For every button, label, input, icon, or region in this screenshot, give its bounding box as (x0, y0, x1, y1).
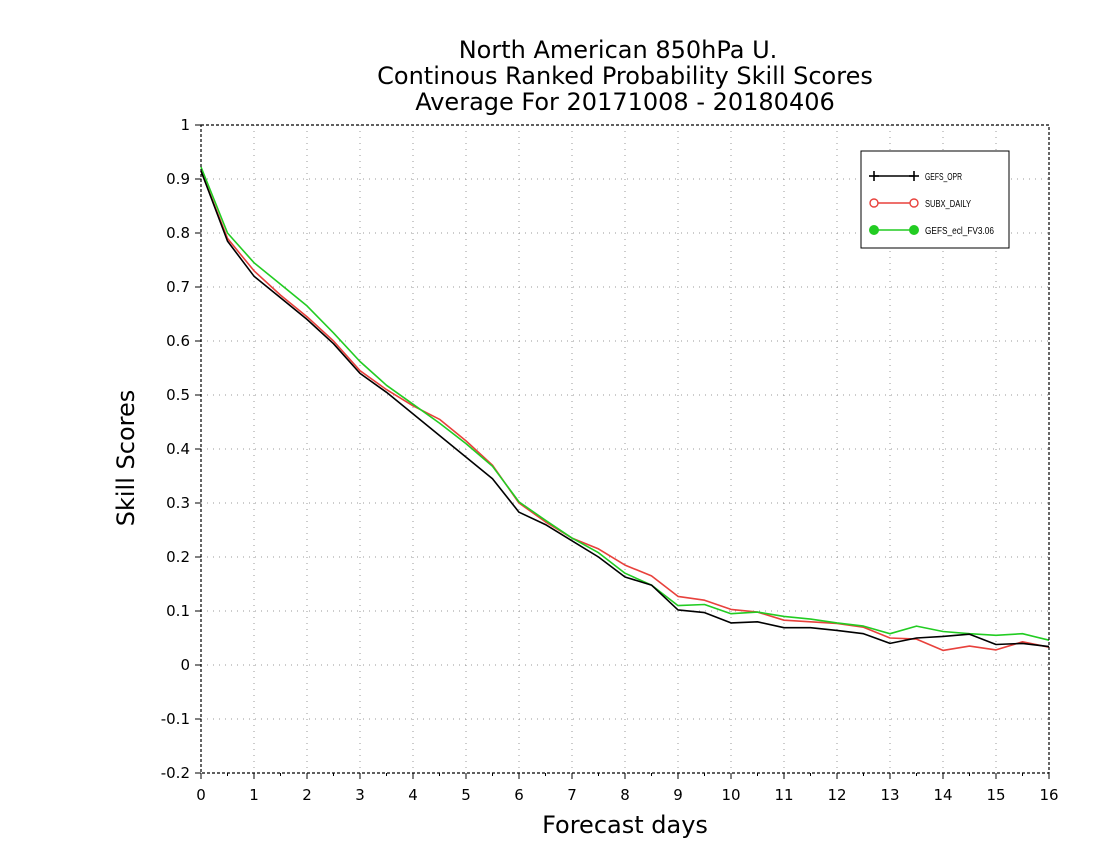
y-tick-label: 0.2 (166, 548, 190, 566)
y-axis-ticks: -0.2 -0.1 0 0.1 0.2 0.3 0.4 0.5 0.6 0.7 0.8 0.9 1 (161, 116, 201, 782)
x-tick-label: 2 (302, 786, 312, 804)
legend-item: SUBX_DAILY (869, 198, 971, 210)
legend-item: GEFS_ecl_FV3.06 (869, 225, 994, 237)
chart-title-line-3: Average For 20171008 - 20180406 (415, 88, 835, 116)
x-tick-label: 13 (880, 786, 899, 804)
y-tick-label: 0.7 (166, 278, 190, 296)
x-tick-label: 8 (620, 786, 630, 804)
grid-lines (201, 125, 1049, 773)
x-axis-label: Forecast days (542, 811, 708, 839)
legend-open-circle-marker (869, 198, 879, 208)
y-axis-label: Skill Scores (112, 390, 140, 527)
x-tick-label: 15 (986, 786, 1005, 804)
legend: GEFS_OPR SUBX_DAILY GEFS_ecl_FV3.06 (860, 150, 1010, 249)
x-tick-label: 14 (933, 786, 952, 804)
y-tick-label: 0.4 (166, 440, 190, 458)
series-lines (200, 166, 1050, 652)
legend-filled-circle-marker (869, 225, 879, 235)
x-tick-label: 6 (514, 786, 524, 804)
x-tick-label: 0 (196, 786, 206, 804)
legend-label: SUBX_DAILY (925, 199, 971, 210)
y-tick-label: 0.9 (166, 170, 190, 188)
y-tick-label: 0.8 (166, 224, 190, 242)
y-tick-label: 1 (180, 116, 190, 134)
x-tick-label: 4 (408, 786, 418, 804)
chart-title-line-2: Continous Ranked Probability Skill Score… (377, 62, 873, 90)
x-tick-label: 3 (355, 786, 365, 804)
legend-label: GEFS_ecl_FV3.06 (925, 226, 994, 237)
series-line-gefs-opr (200, 170, 1050, 648)
x-tick-label: 5 (461, 786, 471, 804)
x-tick-label: 7 (567, 786, 577, 804)
x-tick-label: 10 (721, 786, 740, 804)
x-tick-label: 12 (827, 786, 846, 804)
y-tick-label: 0.5 (166, 386, 190, 404)
legend-open-circle-marker (909, 198, 919, 208)
chart-title-line-1: North American 850hPa U. (459, 36, 778, 64)
legend-label: GEFS_OPR (925, 172, 962, 183)
legend-filled-circle-marker (909, 225, 919, 235)
y-tick-label: 0.6 (166, 332, 190, 350)
x-tick-label: 1 (249, 786, 259, 804)
legend-items: GEFS_OPR SUBX_DAILY GEFS_ecl_FV3.06 (869, 171, 994, 237)
series-line-subx-daily (200, 170, 1050, 652)
x-tick-label: 16 (1039, 786, 1058, 804)
y-tick-label: 0 (180, 656, 190, 674)
legend-box (860, 150, 1010, 249)
x-axis-ticks: 0 1 2 3 4 5 6 7 8 9 10 11 12 13 14 15 16 (196, 773, 1059, 804)
legend-item: GEFS_OPR (869, 171, 962, 183)
y-tick-label: 0.3 (166, 494, 190, 512)
chart-title: North American 850hPa U. Continous Ranke… (377, 36, 873, 116)
y-tick-label: -0.2 (161, 764, 190, 782)
x-tick-label: 11 (774, 786, 793, 804)
x-tick-label: 9 (673, 786, 683, 804)
series-line-gefs-ecl-fv3-06 (200, 166, 1050, 641)
y-tick-label: -0.1 (161, 710, 190, 728)
y-tick-label: 0.1 (166, 602, 190, 620)
